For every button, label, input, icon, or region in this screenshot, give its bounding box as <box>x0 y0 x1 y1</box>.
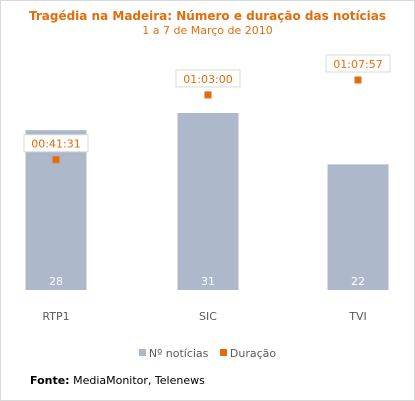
legend-label-bars: Nº notícias <box>148 347 209 360</box>
legend-label-markers: Duração <box>229 347 277 360</box>
legend-swatch-markers <box>219 349 227 356</box>
duration-marker <box>52 156 60 164</box>
duration-label: 01:03:00 <box>183 73 232 86</box>
duration-label-box <box>175 69 241 88</box>
legend-item-markers: Duração <box>219 347 277 360</box>
source-note: Fonte: MediaMonitor, Telenews <box>30 374 205 387</box>
source-label: Fonte: <box>30 374 70 387</box>
chart-title: Tragédia na Madeira: Número e duração da… <box>28 9 387 23</box>
bar-value-label: 28 <box>49 275 63 288</box>
duration-label-box <box>23 134 89 153</box>
chart-subtitle: 1 a 7 de Março de 2010 <box>142 24 273 37</box>
chart-legend: Nº notícias Duração <box>0 347 415 360</box>
category-label: RTP1 <box>42 310 69 323</box>
bar-value-label: 22 <box>351 275 365 288</box>
bar-sic <box>177 113 239 290</box>
legend-item-bars: Nº notícias <box>138 347 209 360</box>
category-label: SIC <box>199 310 217 323</box>
source-text: MediaMonitor, Telenews <box>73 374 205 387</box>
duration-label: 01:07:57 <box>333 58 382 71</box>
bar-rtp1 <box>25 130 87 290</box>
bar-value-label: 31 <box>201 275 215 288</box>
legend-swatch-bars <box>138 349 146 356</box>
category-label: TVI <box>348 310 367 323</box>
duration-marker <box>204 91 212 99</box>
bar-tvi <box>327 164 389 290</box>
duration-label-box <box>325 54 391 73</box>
duration-marker <box>354 76 362 84</box>
duration-label: 00:41:31 <box>31 138 80 151</box>
